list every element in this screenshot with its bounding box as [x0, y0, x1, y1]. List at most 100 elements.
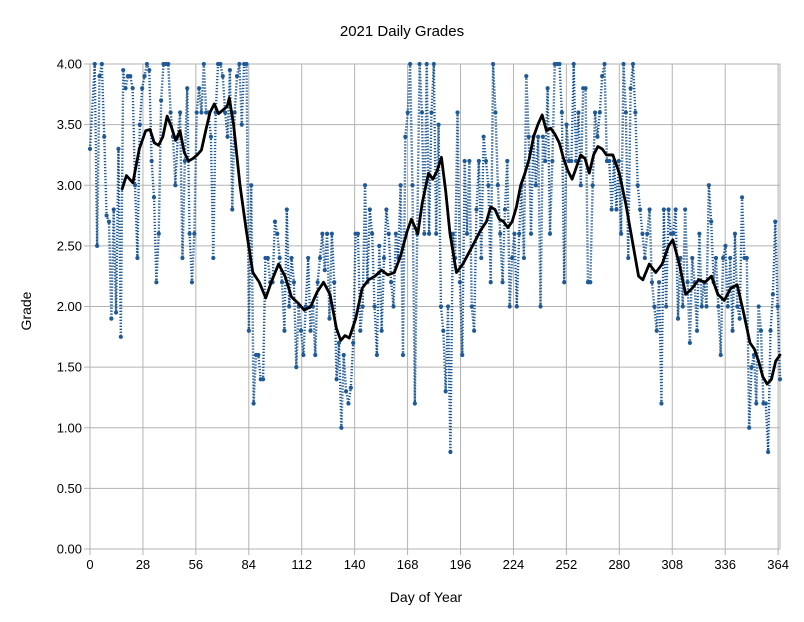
- daily-grade-point: [289, 255, 294, 261]
- daily-grade-point: [595, 134, 600, 139]
- daily-grade-point: [434, 231, 439, 236]
- daily-grade-point: [123, 86, 128, 91]
- daily-grade-point: [680, 304, 685, 309]
- x-tick-label: 224: [503, 557, 525, 572]
- daily-grade-point: [332, 280, 337, 285]
- daily-grade-point: [277, 255, 282, 261]
- daily-grade-point: [616, 158, 621, 164]
- daily-grade-point: [189, 280, 195, 285]
- daily-grade-point: [417, 61, 422, 67]
- daily-grade-point: [600, 74, 605, 79]
- daily-grade-point: [521, 255, 527, 261]
- daily-grade-point: [559, 110, 564, 115]
- daily-grade-point: [223, 110, 228, 115]
- daily-grade-point: [182, 158, 187, 164]
- daily-grade-point: [232, 110, 237, 115]
- daily-grade-point: [640, 231, 645, 236]
- series-layer: [87, 61, 783, 455]
- daily-grade-point: [154, 280, 159, 285]
- daily-grade-point: [576, 110, 581, 115]
- daily-grade-point: [704, 304, 709, 309]
- daily-grade-point: [92, 61, 97, 67]
- daily-grade-point: [626, 255, 631, 261]
- daily-grade-point: [505, 158, 510, 164]
- daily-grade-point: [628, 86, 633, 91]
- daily-grade-point: [441, 328, 446, 333]
- daily-grade-point: [685, 280, 690, 285]
- daily-grade-point: [547, 231, 553, 236]
- daily-grade-point: [260, 377, 266, 382]
- daily-grade-point: [479, 255, 484, 261]
- daily-grade-point: [683, 207, 688, 212]
- daily-grade-point: [450, 231, 455, 236]
- daily-grade-point: [306, 255, 311, 261]
- daily-grade-point: [246, 328, 251, 333]
- daily-grade-point: [320, 231, 325, 236]
- daily-grade-point: [768, 328, 773, 333]
- daily-grade-point: [180, 255, 185, 261]
- daily-grade-point: [514, 304, 519, 309]
- y-tick-label: 2.00: [57, 299, 82, 314]
- daily-grade-point: [322, 268, 327, 273]
- daily-grade-point: [336, 340, 342, 345]
- daily-grade-point: [469, 304, 474, 309]
- daily-grade-point: [362, 183, 368, 188]
- daily-grade-point: [709, 219, 714, 224]
- daily-grade-point: [718, 352, 723, 358]
- daily-grade-point: [348, 385, 353, 390]
- daily-grade-point: [448, 449, 453, 455]
- daily-grade-point: [564, 122, 569, 127]
- daily-grade-point: [467, 158, 472, 164]
- daily-grade-point: [386, 231, 391, 236]
- daily-grade-point: [279, 280, 285, 285]
- daily-grade-point: [412, 401, 417, 406]
- daily-grade-point: [239, 122, 244, 127]
- x-tick-label: 196: [450, 557, 472, 572]
- daily-grade-point: [301, 352, 306, 358]
- daily-grade-point: [739, 195, 745, 200]
- daily-grade-point: [697, 231, 702, 236]
- daily-grade-point: [159, 98, 164, 103]
- daily-grade-point: [140, 86, 145, 91]
- daily-grade-point: [372, 304, 377, 309]
- daily-grade-point: [528, 231, 534, 236]
- daily-grade-point: [758, 328, 764, 333]
- daily-grade-point: [507, 304, 512, 309]
- daily-grade-point: [256, 352, 261, 358]
- daily-grade-point: [720, 255, 726, 261]
- daily-grade-point: [334, 377, 339, 382]
- daily-grade-point: [156, 231, 161, 236]
- daily-grade-point: [756, 304, 761, 309]
- daily-grade-point: [443, 389, 448, 394]
- daily-grade-point: [429, 110, 434, 115]
- daily-grade-point: [607, 158, 612, 164]
- y-tick-label: 0.00: [57, 542, 82, 557]
- daily-grade-point: [147, 67, 152, 73]
- daily-grade-point: [173, 183, 178, 188]
- daily-grade-point: [87, 146, 93, 151]
- daily-grade-point: [196, 86, 202, 91]
- daily-grade-point: [111, 207, 116, 212]
- daily-grade-point: [99, 61, 104, 67]
- daily-grade-point: [462, 158, 467, 164]
- daily-grade-point: [329, 231, 334, 236]
- daily-grade-point: [144, 61, 150, 67]
- daily-grade-point: [272, 219, 278, 224]
- daily-grade-point: [509, 255, 515, 261]
- daily-grade-point: [137, 122, 142, 127]
- daily-grade-point: [308, 328, 313, 333]
- daily-grade-point: [557, 61, 562, 67]
- daily-grade-point: [351, 340, 356, 345]
- daily-grade-point: [524, 74, 529, 79]
- daily-grade-point: [151, 195, 157, 200]
- x-tick-labels: 0 28 56 84 112 140 168 196 224 252 280 308 336 364: [86, 557, 789, 572]
- daily-grade-point: [495, 183, 500, 188]
- daily-grade-point: [113, 310, 119, 315]
- x-tick-label: 140: [344, 557, 366, 572]
- daily-grade-point: [732, 231, 738, 236]
- daily-grade-point: [149, 158, 154, 164]
- daily-grade-point: [234, 74, 240, 79]
- daily-grade-point: [398, 183, 403, 188]
- daily-grade-point: [130, 86, 135, 91]
- daily-grade-point: [571, 61, 576, 67]
